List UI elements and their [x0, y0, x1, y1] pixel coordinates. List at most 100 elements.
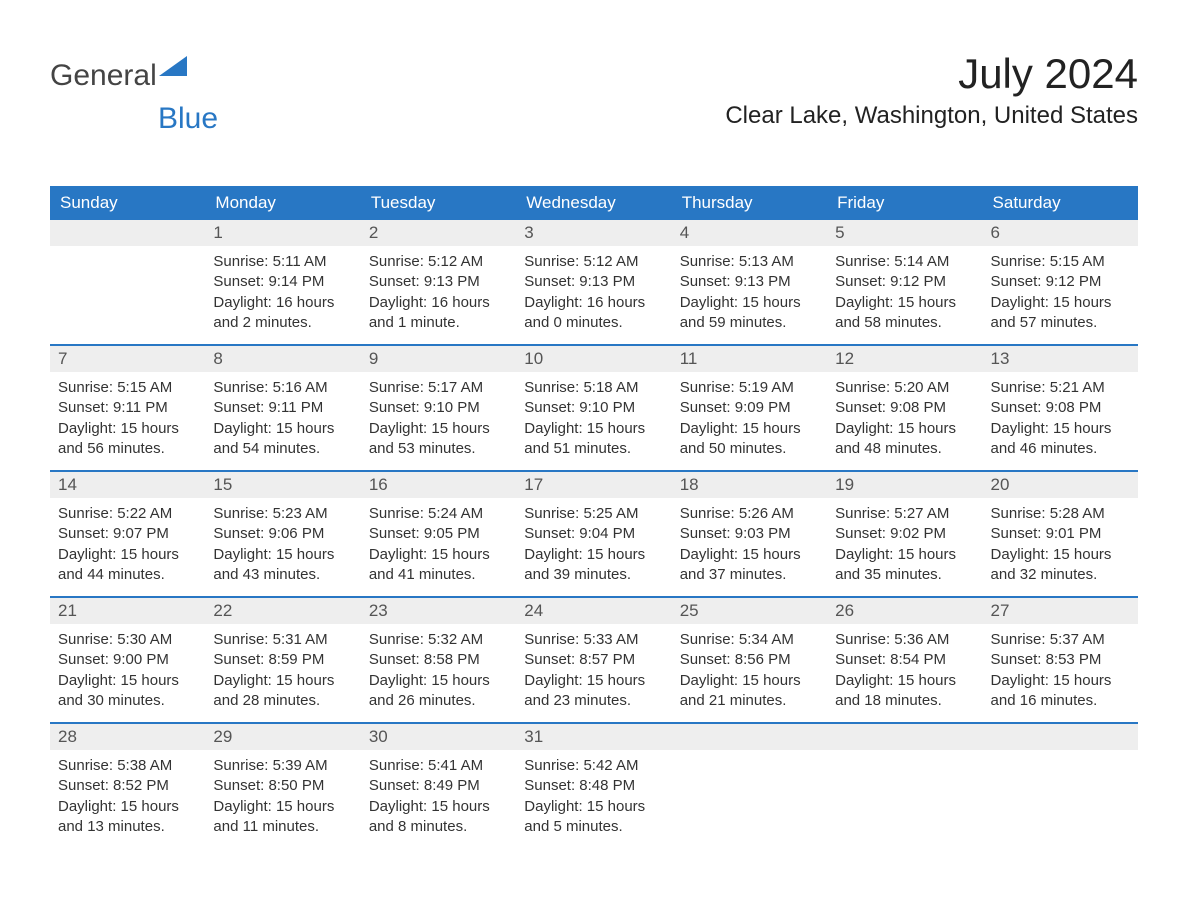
day-content: Sunrise: 5:18 AMSunset: 9:10 PMDaylight:… — [516, 372, 671, 459]
weeks-container: 1Sunrise: 5:11 AMSunset: 9:14 PMDaylight… — [50, 220, 1138, 848]
sunset-text: Sunset: 9:10 PM — [369, 398, 506, 418]
daylight-text: Daylight: 15 hours and 8 minutes. — [369, 797, 506, 838]
sunrise-text: Sunrise: 5:41 AM — [369, 756, 506, 776]
day-number — [672, 724, 827, 750]
daylight-text: Daylight: 15 hours and 50 minutes. — [680, 419, 817, 460]
day-content: Sunrise: 5:14 AMSunset: 9:12 PMDaylight:… — [827, 246, 982, 333]
day-content: Sunrise: 5:39 AMSunset: 8:50 PMDaylight:… — [205, 750, 360, 837]
week-row: 1Sunrise: 5:11 AMSunset: 9:14 PMDaylight… — [50, 220, 1138, 344]
daylight-text: Daylight: 15 hours and 57 minutes. — [991, 293, 1128, 334]
daylight-text: Daylight: 15 hours and 41 minutes. — [369, 545, 506, 586]
sunset-text: Sunset: 8:59 PM — [213, 650, 350, 670]
daylight-text: Daylight: 15 hours and 18 minutes. — [835, 671, 972, 712]
day-content: Sunrise: 5:27 AMSunset: 9:02 PMDaylight:… — [827, 498, 982, 585]
sunset-text: Sunset: 9:08 PM — [835, 398, 972, 418]
sunrise-text: Sunrise: 5:21 AM — [991, 378, 1128, 398]
day-number: 24 — [516, 598, 671, 624]
week-row: 7Sunrise: 5:15 AMSunset: 9:11 PMDaylight… — [50, 344, 1138, 470]
day-content: Sunrise: 5:19 AMSunset: 9:09 PMDaylight:… — [672, 372, 827, 459]
day-number: 15 — [205, 472, 360, 498]
daylight-text: Daylight: 15 hours and 51 minutes. — [524, 419, 661, 460]
sunset-text: Sunset: 8:48 PM — [524, 776, 661, 796]
daylight-text: Daylight: 15 hours and 54 minutes. — [213, 419, 350, 460]
sunset-text: Sunset: 8:54 PM — [835, 650, 972, 670]
sunrise-text: Sunrise: 5:15 AM — [991, 252, 1128, 272]
sunrise-text: Sunrise: 5:17 AM — [369, 378, 506, 398]
sunset-text: Sunset: 9:09 PM — [680, 398, 817, 418]
sunset-text: Sunset: 8:53 PM — [991, 650, 1128, 670]
day-cell: 19Sunrise: 5:27 AMSunset: 9:02 PMDayligh… — [827, 472, 982, 596]
day-cell: 5Sunrise: 5:14 AMSunset: 9:12 PMDaylight… — [827, 220, 982, 344]
sunset-text: Sunset: 9:13 PM — [369, 272, 506, 292]
day-cell: 11Sunrise: 5:19 AMSunset: 9:09 PMDayligh… — [672, 346, 827, 470]
logo-text-1: General — [50, 59, 157, 93]
daylight-text: Daylight: 15 hours and 56 minutes. — [58, 419, 195, 460]
sunrise-text: Sunrise: 5:12 AM — [369, 252, 506, 272]
day-cell: 27Sunrise: 5:37 AMSunset: 8:53 PMDayligh… — [983, 598, 1138, 722]
weekday-header: Saturday — [983, 186, 1138, 220]
daylight-text: Daylight: 15 hours and 32 minutes. — [991, 545, 1128, 586]
day-cell: 25Sunrise: 5:34 AMSunset: 8:56 PMDayligh… — [672, 598, 827, 722]
weekday-header: Tuesday — [361, 186, 516, 220]
day-cell: 15Sunrise: 5:23 AMSunset: 9:06 PMDayligh… — [205, 472, 360, 596]
day-cell — [672, 724, 827, 848]
day-number: 29 — [205, 724, 360, 750]
daylight-text: Daylight: 15 hours and 26 minutes. — [369, 671, 506, 712]
week-row: 28Sunrise: 5:38 AMSunset: 8:52 PMDayligh… — [50, 722, 1138, 848]
calendar: Sunday Monday Tuesday Wednesday Thursday… — [50, 186, 1138, 848]
day-number: 16 — [361, 472, 516, 498]
sunset-text: Sunset: 9:05 PM — [369, 524, 506, 544]
sunset-text: Sunset: 8:56 PM — [680, 650, 817, 670]
sunrise-text: Sunrise: 5:23 AM — [213, 504, 350, 524]
daylight-text: Daylight: 15 hours and 16 minutes. — [991, 671, 1128, 712]
day-cell — [50, 220, 205, 344]
day-cell: 31Sunrise: 5:42 AMSunset: 8:48 PMDayligh… — [516, 724, 671, 848]
weekday-header: Monday — [205, 186, 360, 220]
daylight-text: Daylight: 15 hours and 35 minutes. — [835, 545, 972, 586]
sunset-text: Sunset: 9:13 PM — [524, 272, 661, 292]
day-number: 31 — [516, 724, 671, 750]
day-number: 20 — [983, 472, 1138, 498]
day-number: 30 — [361, 724, 516, 750]
day-content: Sunrise: 5:28 AMSunset: 9:01 PMDaylight:… — [983, 498, 1138, 585]
day-cell: 2Sunrise: 5:12 AMSunset: 9:13 PMDaylight… — [361, 220, 516, 344]
sunrise-text: Sunrise: 5:27 AM — [835, 504, 972, 524]
day-number: 25 — [672, 598, 827, 624]
sunset-text: Sunset: 9:00 PM — [58, 650, 195, 670]
day-number: 22 — [205, 598, 360, 624]
sunset-text: Sunset: 9:11 PM — [58, 398, 195, 418]
day-cell: 12Sunrise: 5:20 AMSunset: 9:08 PMDayligh… — [827, 346, 982, 470]
sunrise-text: Sunrise: 5:12 AM — [524, 252, 661, 272]
daylight-text: Daylight: 15 hours and 13 minutes. — [58, 797, 195, 838]
day-content: Sunrise: 5:25 AMSunset: 9:04 PMDaylight:… — [516, 498, 671, 585]
day-cell: 8Sunrise: 5:16 AMSunset: 9:11 PMDaylight… — [205, 346, 360, 470]
sunset-text: Sunset: 9:04 PM — [524, 524, 661, 544]
sunrise-text: Sunrise: 5:30 AM — [58, 630, 195, 650]
month-title: July 2024 — [725, 50, 1138, 98]
day-cell: 1Sunrise: 5:11 AMSunset: 9:14 PMDaylight… — [205, 220, 360, 344]
daylight-text: Daylight: 16 hours and 2 minutes. — [213, 293, 350, 334]
day-content: Sunrise: 5:20 AMSunset: 9:08 PMDaylight:… — [827, 372, 982, 459]
day-cell: 22Sunrise: 5:31 AMSunset: 8:59 PMDayligh… — [205, 598, 360, 722]
weekday-header: Friday — [827, 186, 982, 220]
day-content: Sunrise: 5:17 AMSunset: 9:10 PMDaylight:… — [361, 372, 516, 459]
day-content: Sunrise: 5:32 AMSunset: 8:58 PMDaylight:… — [361, 624, 516, 711]
day-number: 10 — [516, 346, 671, 372]
day-number: 14 — [50, 472, 205, 498]
daylight-text: Daylight: 16 hours and 1 minute. — [369, 293, 506, 334]
day-number: 1 — [205, 220, 360, 246]
day-number: 23 — [361, 598, 516, 624]
sunrise-text: Sunrise: 5:42 AM — [524, 756, 661, 776]
sunrise-text: Sunrise: 5:36 AM — [835, 630, 972, 650]
day-content: Sunrise: 5:16 AMSunset: 9:11 PMDaylight:… — [205, 372, 360, 459]
sunset-text: Sunset: 8:58 PM — [369, 650, 506, 670]
day-number: 27 — [983, 598, 1138, 624]
day-number: 19 — [827, 472, 982, 498]
weekday-header: Sunday — [50, 186, 205, 220]
day-content: Sunrise: 5:41 AMSunset: 8:49 PMDaylight:… — [361, 750, 516, 837]
day-cell: 30Sunrise: 5:41 AMSunset: 8:49 PMDayligh… — [361, 724, 516, 848]
day-number — [50, 220, 205, 246]
daylight-text: Daylight: 15 hours and 59 minutes. — [680, 293, 817, 334]
sunrise-text: Sunrise: 5:25 AM — [524, 504, 661, 524]
sunrise-text: Sunrise: 5:15 AM — [58, 378, 195, 398]
